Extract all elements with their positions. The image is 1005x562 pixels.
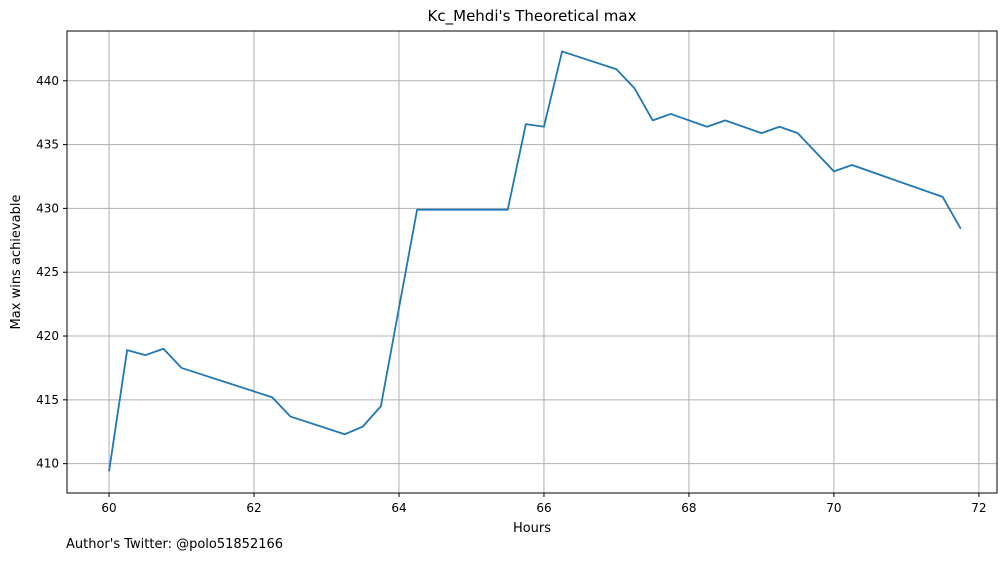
y-tick-label: 430 <box>36 201 59 215</box>
x-tick-label: 64 <box>391 501 406 515</box>
y-tick-label: 410 <box>36 457 59 471</box>
chart-title: Kc_Mehdi's Theoretical max <box>428 7 637 26</box>
grid <box>67 31 997 493</box>
x-tick-label: 60 <box>101 501 116 515</box>
x-tick-label: 62 <box>246 501 261 515</box>
y-tick-label: 435 <box>36 138 59 152</box>
y-tick-label: 420 <box>36 329 59 343</box>
series-line <box>108 50 962 472</box>
x-tick-label: 66 <box>536 501 551 515</box>
y-axis-label: Max wins achievable <box>9 195 24 330</box>
x-tick-label: 68 <box>681 501 696 515</box>
y-tick-label: 440 <box>36 74 59 88</box>
x-tick-label: 72 <box>971 501 986 515</box>
x-tick-label: 70 <box>826 501 841 515</box>
series-layer <box>108 50 962 472</box>
x-axis-label: Hours <box>513 521 551 536</box>
author-credit: Author's Twitter: @polo51852166 <box>66 537 284 552</box>
plot-frame <box>66 30 998 494</box>
y-tick-label: 425 <box>36 265 59 279</box>
y-tick-label: 415 <box>36 393 59 407</box>
ticks: 60 62 64 66 68 70 72 410 415 420 425 430 435 440 <box>36 74 986 515</box>
